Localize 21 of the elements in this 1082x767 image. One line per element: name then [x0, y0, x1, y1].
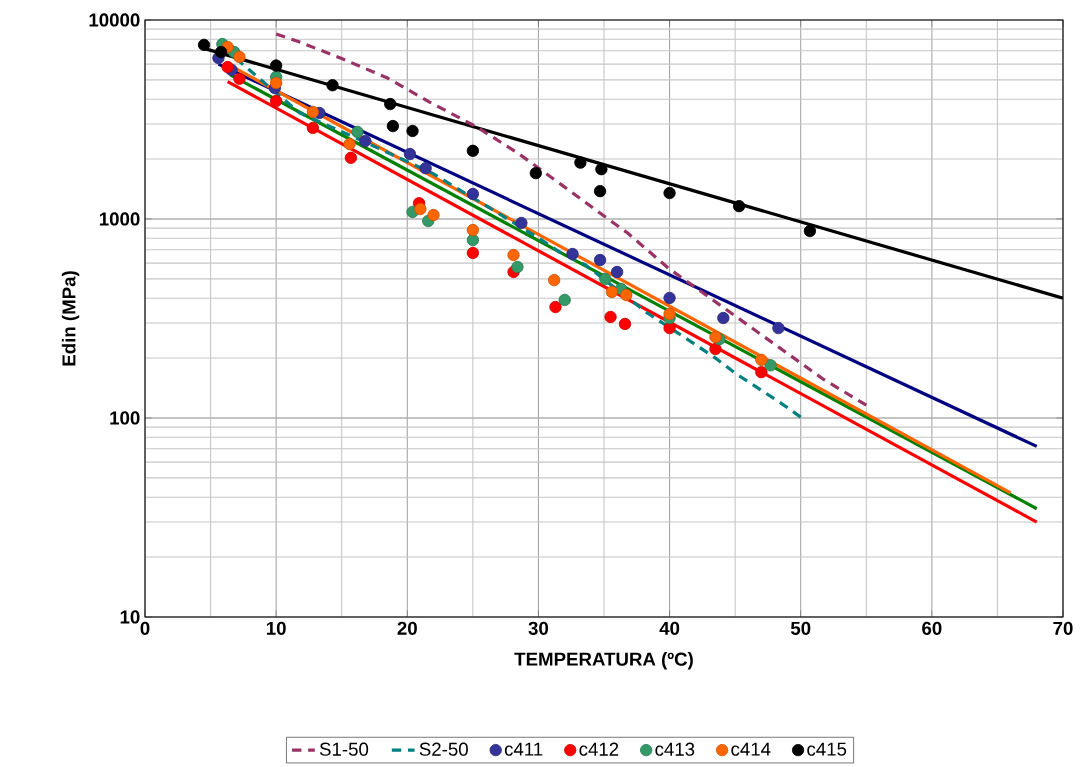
x-tick-label: 10	[266, 621, 286, 635]
x-axis-title: TEMPERATURA (ºC)	[514, 652, 693, 670]
y-tick-label: 100	[110, 411, 140, 425]
legend-label: c415	[807, 742, 847, 756]
x-tick-label: 60	[922, 621, 942, 635]
legend-label: c411	[504, 742, 543, 756]
legend-label: S1-50	[319, 742, 369, 756]
legend-label: c413	[655, 742, 695, 756]
x-tick-label: 40	[659, 621, 680, 635]
y-tick-label: 1000	[99, 212, 140, 226]
y-tick-label: 10000	[89, 13, 140, 27]
x-tick-label: 70	[1053, 621, 1073, 635]
legend-label: c412	[579, 742, 619, 756]
y-tick-label: 10	[120, 610, 140, 624]
x-tick-label: 0	[140, 621, 150, 635]
legend-label: c414	[731, 742, 771, 756]
x-tick-label: 30	[528, 621, 549, 635]
legend-label: S2-50	[419, 742, 468, 756]
x-tick-label: 50	[790, 621, 811, 635]
x-tick-label: 20	[397, 621, 417, 635]
y-axis-title: Edin (MPa)	[61, 271, 80, 366]
